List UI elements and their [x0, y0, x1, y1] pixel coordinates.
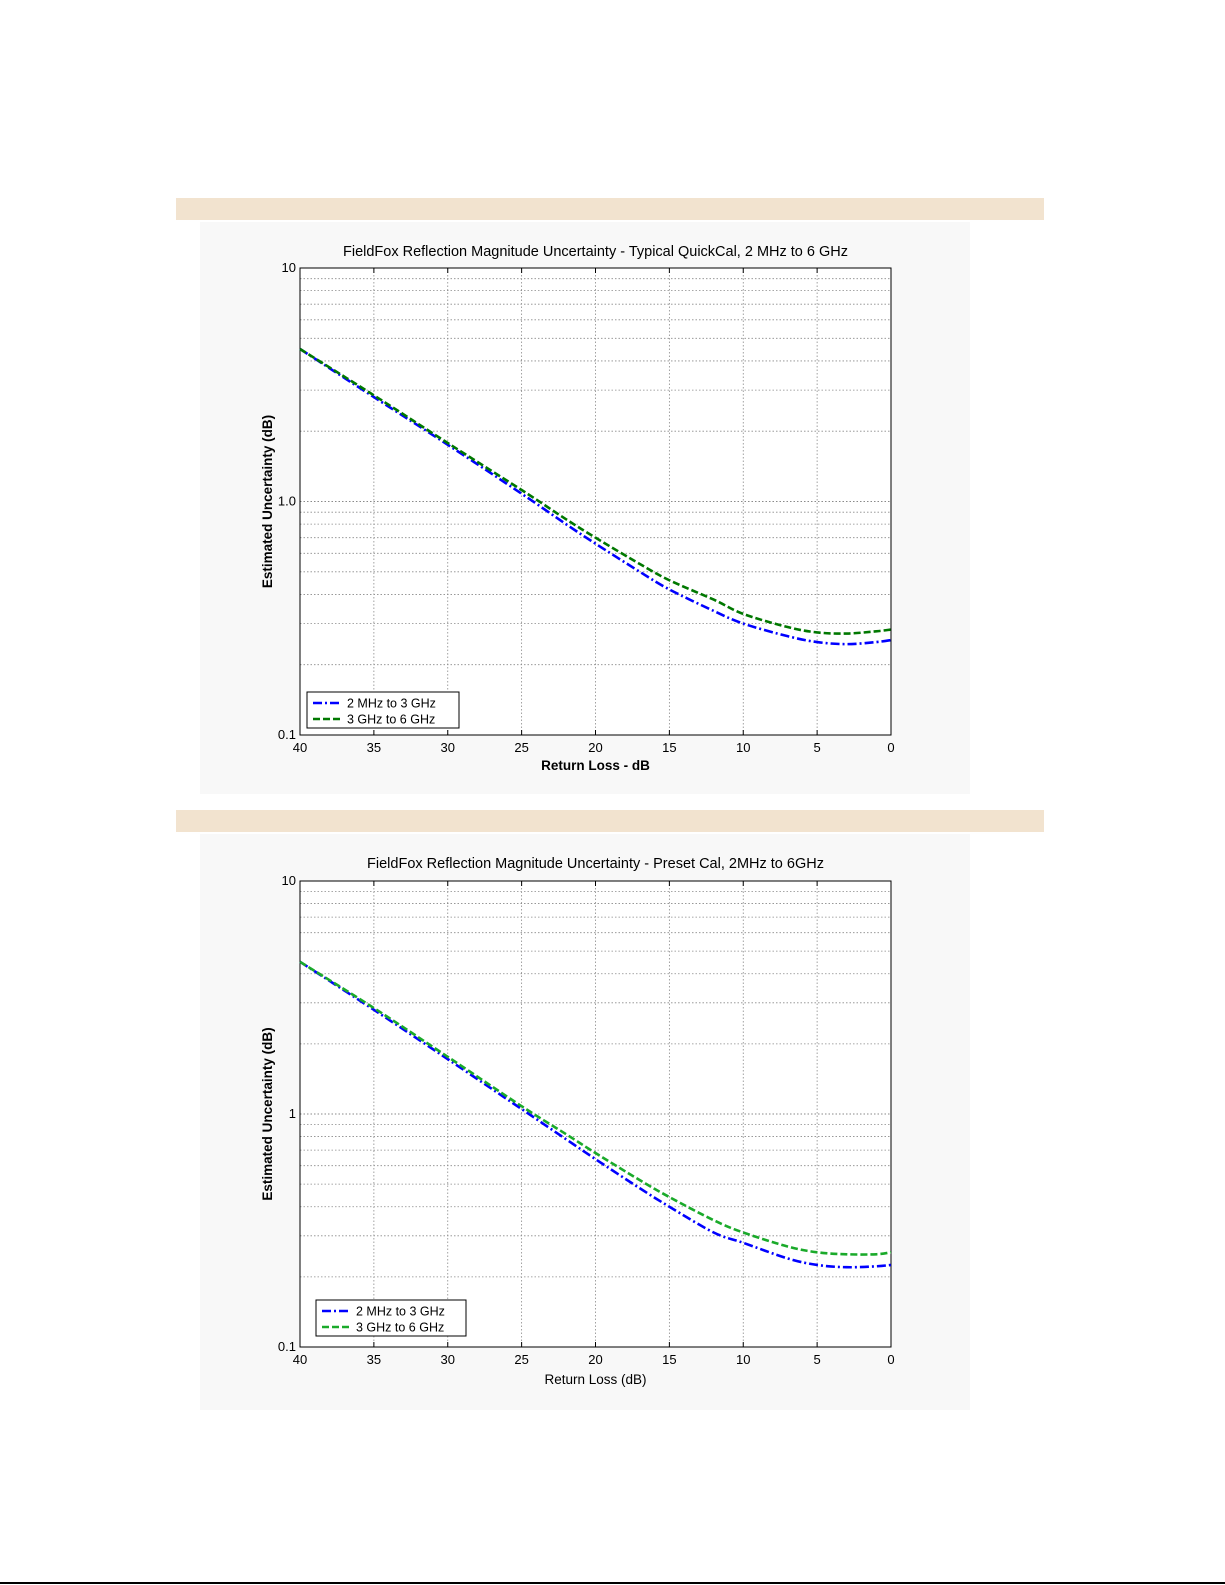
chart-title: FieldFox Reflection Magnitude Uncertaint…	[343, 244, 848, 260]
x-tick-label: 25	[514, 1352, 528, 1367]
page-bottom-rule	[0, 1582, 1225, 1584]
series-line-2	[299, 960, 892, 1256]
y-tick-label: 10	[282, 260, 296, 275]
x-tick-label: 0	[887, 740, 894, 755]
x-tick-label: 20	[588, 740, 602, 755]
series-line-2	[299, 347, 892, 635]
series-line-1	[299, 347, 892, 646]
x-tick-label: 15	[662, 740, 676, 755]
y-tick-label: 0.1	[278, 1339, 296, 1354]
series-line-1	[299, 960, 892, 1269]
legend: 2 MHz to 3 GHz 3 GHz to 6 GHz	[315, 1299, 467, 1337]
chart-2: 40 35 30 25 20 15 10 5 0 0.1 1 10 FieldFox Reflectio…	[260, 856, 895, 1387]
legend-label-1: 2 MHz to 3 GHz	[356, 1305, 445, 1319]
x-tick-label: 5	[814, 740, 821, 755]
x-tick-label: 40	[293, 740, 307, 755]
x-tick-label: 10	[736, 1352, 750, 1367]
y-axis-label: Estimated Uncertainty (dB)	[260, 415, 275, 588]
x-tick-label: 0	[887, 1352, 894, 1367]
legend-label-1: 2 MHz to 3 GHz	[347, 697, 436, 711]
x-tick-label: 15	[662, 1352, 676, 1367]
section-band-top	[176, 198, 1044, 220]
x-tick-label: 30	[441, 740, 455, 755]
y-axis-label: Estimated Uncertainty (dB)	[260, 1027, 275, 1200]
legend-label-2: 3 GHz to 6 GHz	[356, 1321, 444, 1335]
y-tick-label: 10	[282, 873, 296, 888]
y-tick-label: 1.0	[278, 494, 296, 509]
x-tick-label: 40	[293, 1352, 307, 1367]
x-tick-label: 35	[367, 1352, 381, 1367]
legend-box	[315, 1299, 467, 1337]
y-tick-label: 0.1	[278, 727, 296, 742]
x-tick-label: 30	[441, 1352, 455, 1367]
x-axis-label: Return Loss (dB)	[544, 1372, 646, 1387]
y-tick-label: 1	[289, 1106, 296, 1121]
x-axis-label: Return Loss - dB	[541, 758, 650, 773]
section-band-bottom	[176, 810, 1044, 832]
x-tick-label: 10	[736, 740, 750, 755]
x-tick-label: 25	[514, 740, 528, 755]
x-tick-label: 35	[367, 740, 381, 755]
chart-1: 40 35 30 25 20 15 10 5 0 0.1 1.0 10 FieldFox Reflect…	[260, 244, 895, 773]
legend-label-2: 3 GHz to 6 GHz	[347, 713, 435, 727]
chart-title: FieldFox Reflection Magnitude Uncertaint…	[367, 856, 824, 872]
x-tick-label: 5	[814, 1352, 821, 1367]
legend: 2 MHz to 3 GHz 3 GHz to 6 GHz	[306, 691, 460, 729]
legend-box	[306, 691, 460, 729]
x-tick-label: 20	[588, 1352, 602, 1367]
